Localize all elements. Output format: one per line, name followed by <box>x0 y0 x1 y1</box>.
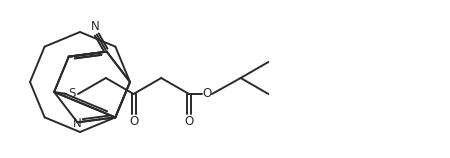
Text: O: O <box>202 88 211 100</box>
Text: O: O <box>129 115 138 128</box>
Text: S: S <box>68 88 76 100</box>
Text: N: N <box>91 20 100 33</box>
Text: N: N <box>73 117 82 130</box>
Text: O: O <box>184 115 194 128</box>
